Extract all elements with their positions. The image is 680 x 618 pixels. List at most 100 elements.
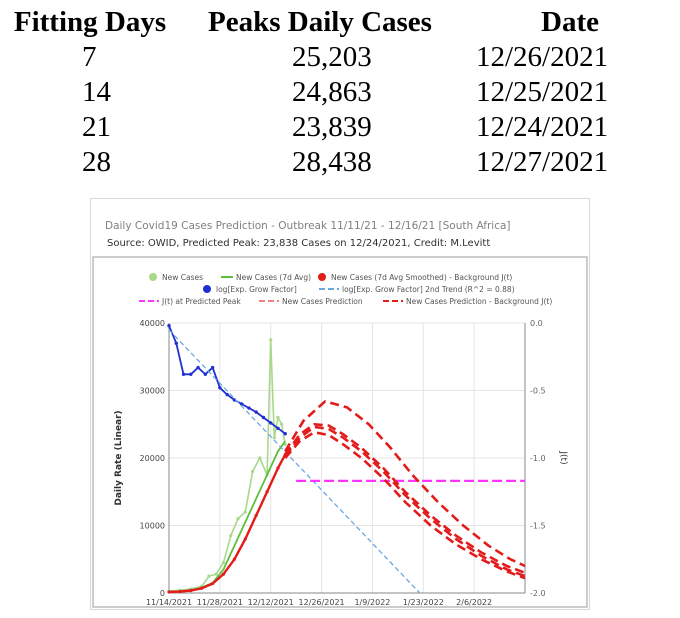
data-point-log-exp-grow-factor	[225, 392, 229, 397]
data-point-new-cases-7d-avg-smoothed-background-j-t	[167, 590, 171, 594]
data-point-log-exp-grow-factor	[269, 421, 273, 425]
chart-canvas: Daily Covid19 Cases Prediction - Outbrea…	[92, 220, 588, 608]
cell-date: 12/27/2021	[476, 146, 609, 178]
series-line-prediction-28-days	[284, 400, 526, 568]
legend-label: log[Exp. Grow Factor]	[216, 285, 297, 294]
data-point-log-exp-grow-factor	[276, 426, 280, 430]
data-point-new-cases	[250, 469, 255, 474]
x-tick-label: 11/28/2021	[197, 598, 243, 607]
data-point-new-cases	[258, 456, 262, 460]
series-line-prediction-14-days	[284, 425, 526, 578]
series-line-prediction-7-days	[284, 423, 526, 575]
cell-peak-cases: 25,203	[292, 41, 372, 73]
data-point-log-exp-grow-factor	[174, 341, 178, 345]
chart-subtitle: Source: OWID, Predicted Peak: 23,838 Cas…	[107, 238, 490, 249]
data-point-new-cases-7d-avg-smoothed-background-j-t	[210, 581, 215, 586]
cell-date: 12/26/2021	[476, 41, 609, 73]
data-point-log-exp-grow-factor	[189, 372, 193, 376]
legend-label: New Cases Prediction	[282, 297, 363, 306]
column-header-peak-cases: Peaks Daily Cases	[208, 5, 432, 38]
x-tick-label: 1/9/2022	[354, 598, 390, 607]
data-point-log-exp-grow-factor	[218, 386, 222, 390]
y-tick-label: 20000	[140, 454, 165, 463]
data-point-log-exp-grow-factor	[254, 410, 258, 414]
data-point-log-exp-grow-factor	[283, 432, 287, 436]
cell-date: 12/25/2021	[476, 76, 609, 108]
legend-label: log[Exp. Grow Factor] 2nd Trend (R^2 = 0…	[342, 285, 515, 294]
legend-marker	[149, 273, 157, 281]
cell-peak-cases: 23,839	[292, 111, 372, 143]
cell-peak-cases: 28,438	[292, 146, 372, 178]
data-point-new-cases	[229, 534, 233, 538]
x-tick-label: 11/14/2021	[146, 598, 192, 607]
y2-axis-label: J(t)	[558, 450, 568, 464]
data-point-new-cases-7d-avg-smoothed-background-j-t	[232, 557, 236, 561]
x-tick-label: 2/6/2022	[456, 598, 492, 607]
y-tick-label: 40000	[140, 319, 165, 328]
cell-date: 12/24/2021	[476, 111, 609, 143]
x-tick-label: 1/23/2022	[403, 598, 444, 607]
series-line-new-cases	[168, 339, 286, 592]
data-point-log-exp-grow-factor	[239, 402, 244, 406]
data-point-new-cases	[272, 436, 276, 440]
data-point-log-exp-grow-factor	[261, 415, 266, 420]
y2-tick-label: -2.0	[530, 589, 546, 598]
data-point-log-exp-grow-factor	[232, 398, 237, 402]
legend-label: J(t) at Predicted Peak	[161, 297, 241, 306]
data-point-log-exp-grow-factor	[181, 372, 186, 376]
prediction-chart: Daily Covid19 Cases Prediction - Outbrea…	[90, 198, 590, 610]
data-point-new-cases-7d-avg-smoothed-background-j-t	[243, 537, 247, 541]
column-header-fitting-days: Fitting Days	[13, 5, 167, 38]
data-point-new-cases-7d-avg-smoothed-background-j-t	[221, 572, 226, 576]
data-point-new-cases-7d-avg-smoothed-background-j-t	[178, 590, 182, 594]
chart-title: Daily Covid19 Cases Prediction - Outbrea…	[105, 220, 511, 232]
table-row: 28 28,438 12/27/2021	[0, 145, 680, 180]
data-point-log-exp-grow-factor	[210, 365, 215, 370]
legend-label: New Cases (7d Avg Smoothed) - Background…	[331, 273, 512, 282]
data-point-new-cases	[276, 415, 280, 420]
data-point-log-exp-grow-factor	[203, 372, 208, 376]
data-point-new-cases-7d-avg-smoothed-background-j-t	[254, 513, 258, 517]
table-row: 14 24,863 12/25/2021	[0, 75, 680, 110]
cell-fitting-days: 28	[82, 146, 111, 178]
y-tick-label: 0	[160, 589, 165, 598]
column-header-date: Date	[541, 5, 599, 38]
data-point-new-cases	[221, 561, 226, 565]
series-line-new-cases-7d-avg-smoothed-background-j-t	[168, 454, 287, 594]
data-point-new-cases	[269, 338, 273, 342]
data-point-new-cases	[214, 572, 218, 576]
y2-tick-label: -1.5	[530, 522, 546, 531]
cell-fitting-days: 21	[82, 111, 111, 143]
cell-fitting-days: 7	[82, 41, 97, 73]
cell-peak-cases: 24,863	[292, 76, 372, 108]
series-line-log-exp-grow-factor-2nd-trend-r-2-0-88	[168, 329, 421, 594]
y-tick-label: 10000	[140, 522, 165, 531]
fitting-table: Fitting Days Peaks Daily Cases Date 7 25…	[0, 4, 680, 180]
y2-tick-label: -0.5	[530, 387, 546, 396]
y-tick-label: 30000	[140, 387, 165, 396]
x-tick-label: 12/12/2021	[248, 598, 294, 607]
data-point-new-cases	[280, 422, 284, 426]
table-row: 21 23,839 12/24/2021	[0, 110, 680, 145]
data-point-new-cases	[243, 510, 247, 514]
legend-label: New Cases	[162, 273, 203, 282]
data-point-new-cases-7d-avg-smoothed-background-j-t	[200, 586, 204, 590]
legend-label: New Cases (7d Avg)	[236, 273, 311, 282]
data-point-log-exp-grow-factor	[196, 365, 200, 370]
y2-tick-label: 0.0	[530, 319, 543, 328]
legend-label: New Cases Prediction - Background J(t)	[406, 297, 552, 306]
cell-fitting-days: 14	[82, 76, 111, 108]
legend-marker	[203, 285, 211, 293]
data-point-log-exp-grow-factor	[247, 406, 251, 410]
y-axis-label: Daily Rate (Linear)	[114, 410, 124, 505]
data-point-new-cases-7d-avg-smoothed-background-j-t	[276, 466, 280, 470]
legend-marker	[318, 273, 326, 281]
data-point-new-cases-7d-avg-smoothed-background-j-t	[265, 490, 269, 494]
data-point-new-cases	[207, 574, 211, 578]
table-header-row: Fitting Days Peaks Daily Cases Date	[0, 4, 680, 40]
data-point-new-cases	[236, 517, 240, 521]
table-row: 7 25,203 12/26/2021	[0, 40, 680, 75]
y2-tick-label: -1.0	[530, 454, 546, 463]
x-tick-label: 12/26/2021	[299, 598, 345, 607]
data-point-new-cases-7d-avg-smoothed-background-j-t	[189, 589, 193, 593]
